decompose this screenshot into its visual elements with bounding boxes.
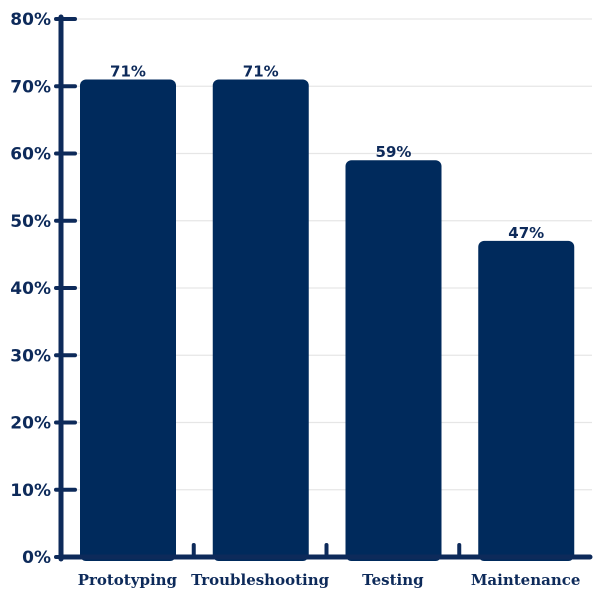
data-label: 59% xyxy=(376,143,412,161)
x-tick-label: Maintenance xyxy=(471,571,581,589)
data-label: 71% xyxy=(243,63,279,81)
y-tick-label: 10% xyxy=(10,481,51,501)
bar xyxy=(478,240,575,562)
bar xyxy=(212,79,309,562)
y-tick-label: 60% xyxy=(10,145,51,165)
bar xyxy=(80,79,176,562)
y-tick-label: 80% xyxy=(10,10,51,30)
data-label: 47% xyxy=(508,224,544,242)
bar xyxy=(345,160,442,561)
y-tick-label: 70% xyxy=(10,77,51,97)
y-tick-label: 0% xyxy=(22,548,51,568)
y-tick-label: 20% xyxy=(10,414,51,434)
x-tick-label: Testing xyxy=(362,571,424,589)
y-axis-ticks: 0% 10% 20% 30% 40% 50% 60% 70% 80% xyxy=(10,10,77,568)
y-tick-label: 50% xyxy=(10,212,51,232)
data-label: 71% xyxy=(110,63,146,81)
x-tick-label: Prototyping xyxy=(78,571,178,589)
bars xyxy=(80,79,575,562)
x-axis-labels: Prototyping Troubleshooting Testing Mainten… xyxy=(78,571,581,589)
data-labels: 71% 71% 59% 47% xyxy=(110,63,544,242)
y-tick-label: 40% xyxy=(10,279,51,299)
x-tick-label: Troubleshooting xyxy=(191,571,330,589)
y-tick-label: 30% xyxy=(10,346,51,366)
